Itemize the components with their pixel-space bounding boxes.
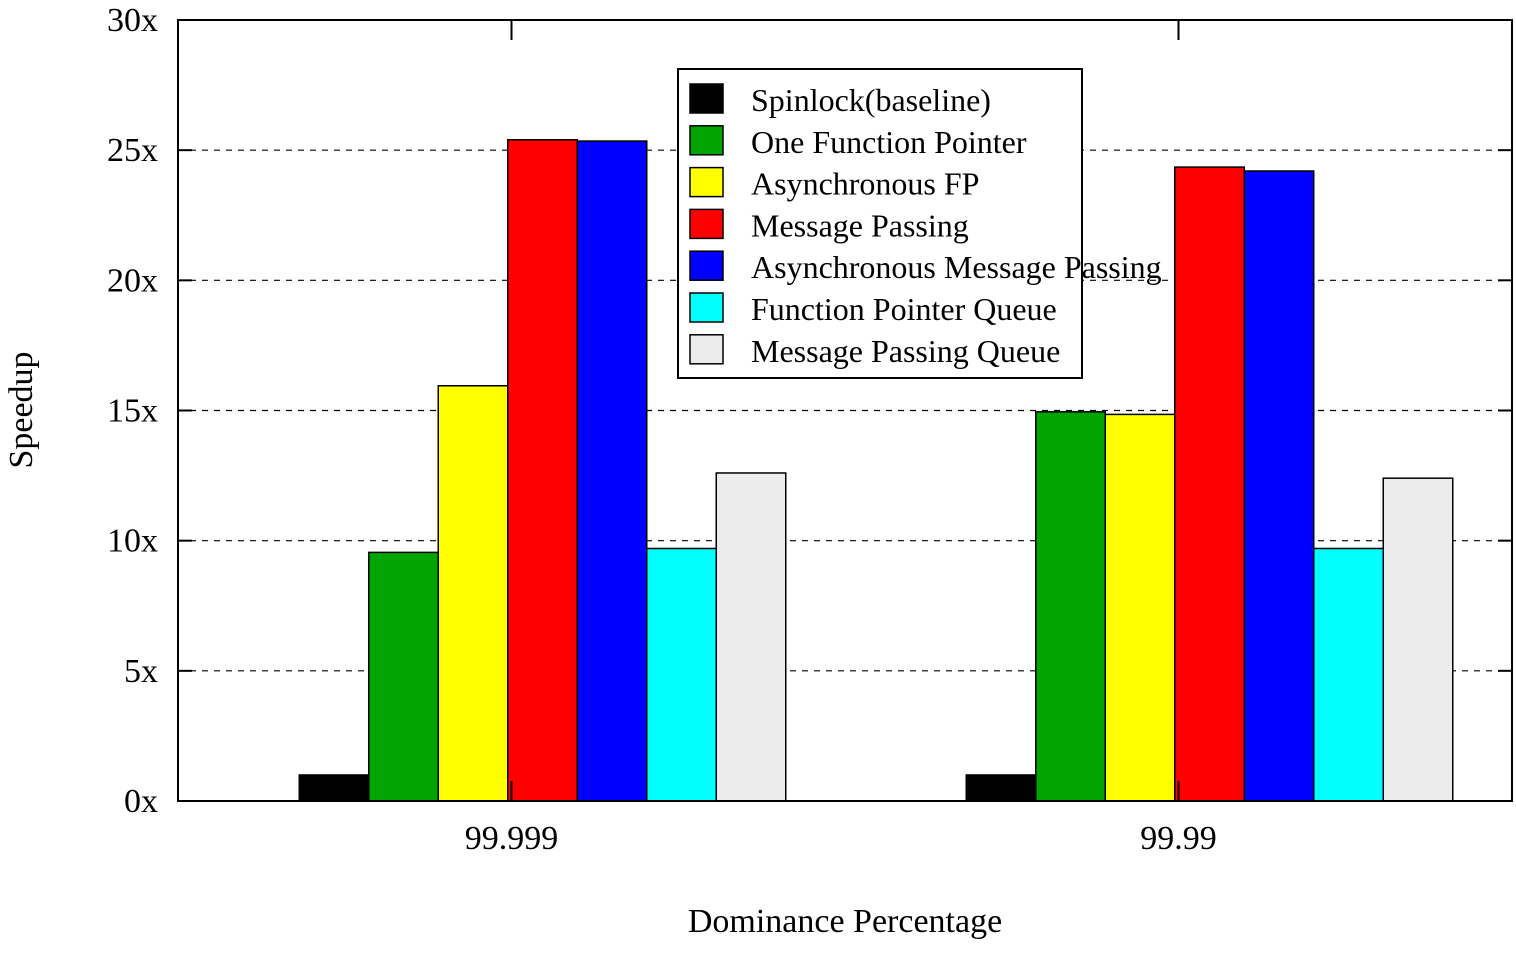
- legend-swatch: [689, 250, 724, 281]
- legend-swatch: [689, 166, 724, 198]
- y-tick-label: 30x: [107, 2, 158, 39]
- legend-label: Function Pointer Queue: [751, 291, 1057, 327]
- legend-box: [677, 68, 1083, 379]
- y-axis-label: Speedup: [3, 351, 40, 468]
- bar: [298, 774, 370, 802]
- x-axis-label: Dominance Percentage: [688, 903, 1002, 940]
- bar: [715, 472, 787, 802]
- legend-swatch: [689, 334, 724, 365]
- bar: [1174, 166, 1245, 802]
- y-tick-label: 5x: [124, 653, 158, 690]
- legend-label: Message Passing: [751, 207, 969, 243]
- bar: [1313, 547, 1384, 802]
- bar: [646, 547, 717, 802]
- x-tick-label: 99.99: [1140, 820, 1217, 857]
- legend-label: Message Passing Queue: [751, 333, 1060, 369]
- bar: [1243, 170, 1315, 802]
- legend-label: One Function Pointer: [751, 124, 1027, 160]
- legend-swatch: [689, 125, 724, 156]
- legend: Spinlock(baseline) One Function Pointer As…: [677, 68, 1162, 379]
- bar: [507, 139, 578, 802]
- legend-label: Asynchronous FP: [751, 166, 979, 202]
- legend-label: Asynchronous Message Passing: [751, 249, 1162, 285]
- bar: [437, 385, 509, 802]
- axis-ticks: 0x 5x 10x 15x 20x 25x 30x 99.999 99.99: [107, 2, 1512, 857]
- legend-swatch: [689, 83, 724, 114]
- legend-label: Spinlock(baseline): [751, 82, 991, 118]
- bars: [298, 139, 1454, 802]
- y-tick-label: 25x: [107, 132, 158, 169]
- legend-swatch: [689, 208, 724, 240]
- y-tick-label: 20x: [107, 262, 158, 299]
- bar: [1104, 413, 1176, 802]
- bar: [965, 774, 1037, 802]
- bar: [1035, 411, 1106, 802]
- y-tick-label: 15x: [107, 393, 158, 430]
- y-tick-label: 0x: [124, 783, 158, 820]
- legend-swatch: [689, 292, 724, 323]
- bar: [576, 140, 648, 802]
- x-tick-label: 99.999: [465, 820, 559, 857]
- y-tick-label: 10x: [107, 523, 158, 560]
- bar: [368, 551, 439, 802]
- bar: [1382, 477, 1454, 802]
